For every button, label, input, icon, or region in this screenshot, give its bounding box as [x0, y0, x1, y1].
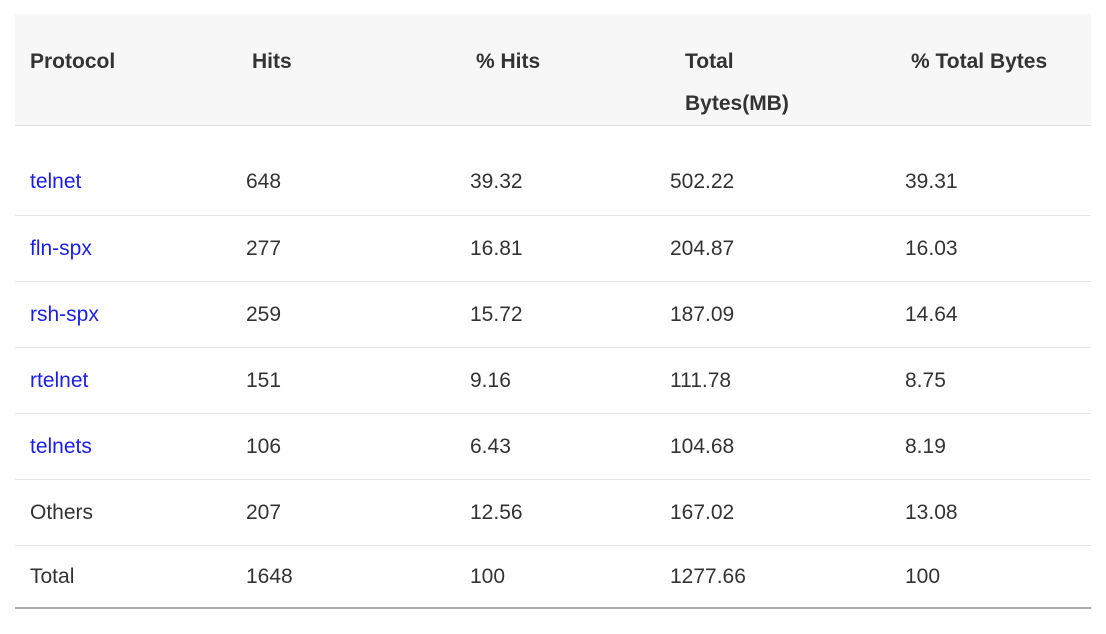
total-row: Total 1648 100 1277.66 100	[15, 545, 1091, 609]
column-header-hits: Hits	[231, 14, 455, 126]
protocol-report-table: Protocol Hits % Hits Total Bytes(MB) % T…	[15, 14, 1091, 609]
table-row: telnet 648 39.32 502.22 39.31	[15, 125, 1091, 216]
protocol-link[interactable]: telnet	[30, 170, 82, 193]
pct-hits-cell: 100	[455, 545, 655, 609]
pct-total-bytes-cell: 14.64	[890, 281, 1091, 348]
column-header-total-bytes-label: Total Bytes(MB)	[685, 50, 789, 115]
table-header: Protocol Hits % Hits Total Bytes(MB) % T…	[15, 14, 1091, 126]
total-bytes-cell: 187.09	[655, 281, 890, 348]
pct-total-bytes-cell: 8.19	[890, 413, 1091, 480]
protocol-cell: Total	[15, 545, 231, 609]
total-bytes-cell: 204.87	[655, 215, 890, 282]
pct-hits-cell: 39.32	[455, 125, 655, 216]
pct-total-bytes-cell: 8.75	[890, 347, 1091, 414]
protocol-cell: Others	[15, 479, 231, 546]
protocol-link[interactable]: rsh-spx	[30, 303, 99, 326]
protocol-cell: rsh-spx	[15, 281, 231, 348]
table-row: telnets 106 6.43 104.68 8.19	[15, 413, 1091, 480]
protocol-cell: telnet	[15, 125, 231, 216]
header-row: Protocol Hits % Hits Total Bytes(MB) % T…	[15, 14, 1091, 126]
hits-cell: 151	[231, 347, 455, 414]
pct-hits-cell: 15.72	[455, 281, 655, 348]
protocol-cell: rtelnet	[15, 347, 231, 414]
protocol-link[interactable]: fln-spx	[30, 237, 92, 260]
protocol-cell: telnets	[15, 413, 231, 480]
column-header-pct-total-bytes: % Total Bytes	[890, 14, 1091, 126]
pct-total-bytes-cell: 100	[890, 545, 1091, 609]
hits-cell: 207	[231, 479, 455, 546]
column-header-protocol: Protocol	[15, 14, 231, 126]
pct-hits-cell: 16.81	[455, 215, 655, 282]
hits-cell: 277	[231, 215, 455, 282]
pct-total-bytes-cell: 39.31	[890, 125, 1091, 216]
total-bytes-cell: 1277.66	[655, 545, 890, 609]
protocol-cell: fln-spx	[15, 215, 231, 282]
table-row: fln-spx 277 16.81 204.87 16.03	[15, 215, 1091, 282]
pct-hits-cell: 9.16	[455, 347, 655, 414]
protocol-link[interactable]: telnets	[30, 435, 92, 458]
total-bytes-cell: 502.22	[655, 125, 890, 216]
total-bytes-cell: 167.02	[655, 479, 890, 546]
total-bytes-cell: 111.78	[655, 347, 890, 414]
pct-total-bytes-cell: 13.08	[890, 479, 1091, 546]
table-body: telnet 648 39.32 502.22 39.31 fln-spx 277 16.81…	[15, 125, 1091, 609]
protocol-link[interactable]: rtelnet	[30, 369, 89, 392]
total-bytes-cell: 104.68	[655, 413, 890, 480]
hits-cell: 648	[231, 125, 455, 216]
hits-cell: 259	[231, 281, 455, 348]
column-header-pct-hits: % Hits	[455, 14, 655, 126]
table-row: rsh-spx 259 15.72 187.09 14.64	[15, 281, 1091, 348]
column-header-total-bytes: Total Bytes(MB)	[655, 14, 890, 126]
hits-cell: 106	[231, 413, 455, 480]
pct-hits-cell: 6.43	[455, 413, 655, 480]
pct-total-bytes-cell: 16.03	[890, 215, 1091, 282]
hits-cell: 1648	[231, 545, 455, 609]
pct-hits-cell: 12.56	[455, 479, 655, 546]
table-row: Others 207 12.56 167.02 13.08	[15, 479, 1091, 546]
protocol-traffic-table: Protocol Hits % Hits Total Bytes(MB) % T…	[15, 14, 1091, 609]
table-row: rtelnet 151 9.16 111.78 8.75	[15, 347, 1091, 414]
